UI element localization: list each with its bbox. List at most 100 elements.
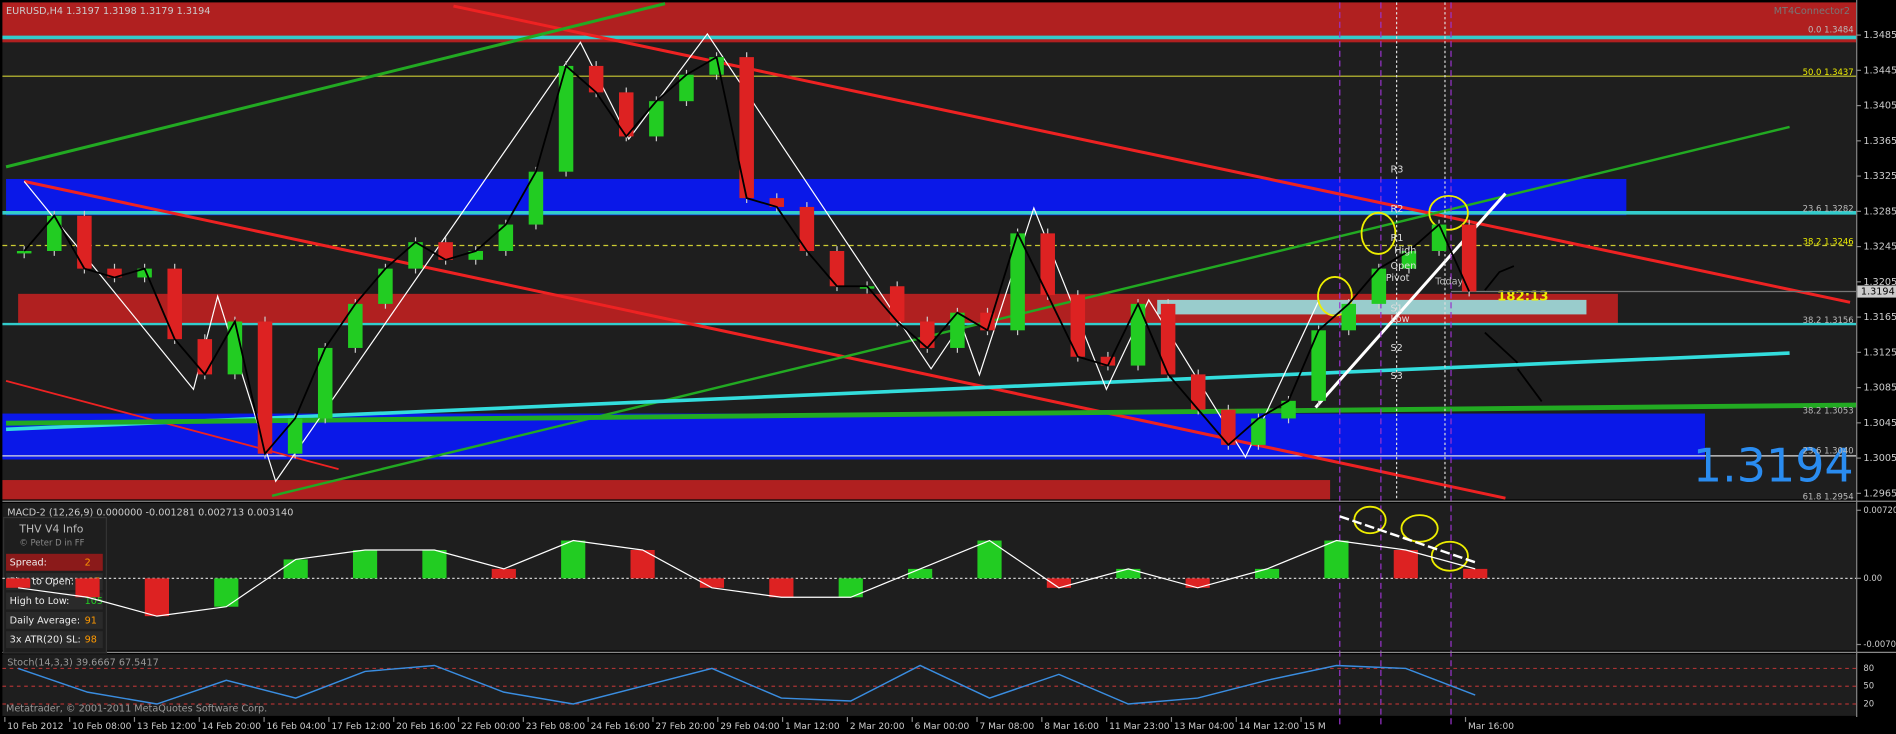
price-label: 1.3445 bbox=[1863, 65, 1896, 76]
highlight bbox=[1360, 211, 1397, 255]
price-label: 1.3325 bbox=[1863, 171, 1896, 182]
macd-bar bbox=[214, 578, 239, 607]
macd-bar bbox=[1046, 578, 1071, 588]
macd-bar bbox=[1185, 578, 1210, 588]
candle bbox=[77, 215, 92, 269]
candle bbox=[1160, 303, 1176, 375]
candle bbox=[769, 198, 785, 207]
candle bbox=[1401, 250, 1417, 269]
time-label: Mar 16:00 bbox=[1468, 722, 1514, 732]
macd-bar bbox=[838, 578, 863, 598]
highlight bbox=[1428, 194, 1469, 231]
today-label: Today bbox=[1434, 277, 1463, 288]
macd-bar bbox=[908, 568, 933, 579]
time-label: 24 Feb 16:00 bbox=[591, 722, 651, 732]
candle bbox=[47, 215, 62, 251]
time-label: 17 Feb 12:00 bbox=[331, 722, 391, 732]
time-label: 14 Mar 12:00 bbox=[1239, 722, 1300, 732]
candle bbox=[498, 224, 514, 251]
macd-bar bbox=[6, 578, 31, 588]
candle bbox=[1221, 409, 1236, 445]
time-label: 22 Feb 00:00 bbox=[461, 722, 521, 732]
arrow bbox=[1484, 331, 1519, 364]
macd-bar bbox=[144, 578, 169, 617]
candle bbox=[1190, 374, 1206, 410]
fib-label: 23.6 1.3282 bbox=[1803, 204, 1854, 214]
fib-label: 38.2 1.3053 bbox=[1803, 406, 1854, 416]
macd-bar bbox=[561, 540, 586, 579]
candle bbox=[649, 101, 664, 137]
pivot-label: High bbox=[1394, 245, 1416, 256]
candle bbox=[438, 242, 453, 260]
macd-axis-label: -0.00700 bbox=[1863, 639, 1896, 649]
symbol-title: EURUSD,H4 1.3197 1.3198 1.3179 1.3194 bbox=[6, 6, 210, 17]
candle bbox=[317, 347, 333, 419]
arrow bbox=[1516, 368, 1543, 403]
big-price: 1.3194 bbox=[1693, 439, 1854, 493]
price-label: 1.3045 bbox=[1863, 418, 1896, 429]
candle bbox=[167, 268, 182, 340]
trend-line bbox=[5, 351, 1790, 432]
price-label: 1.3485 bbox=[1863, 30, 1896, 41]
info-value: 105 bbox=[85, 596, 103, 607]
trend-line bbox=[5, 2, 666, 169]
pivot-label: R1 bbox=[1391, 233, 1404, 244]
stoch-axis-label: 80 bbox=[1863, 663, 1874, 673]
macd-bar bbox=[1116, 568, 1141, 579]
candle bbox=[1371, 268, 1387, 304]
info-label: Spread: bbox=[10, 557, 47, 568]
candle bbox=[137, 268, 152, 278]
time-label: 6 Mar 00:00 bbox=[915, 722, 970, 732]
moving-average bbox=[23, 55, 1470, 456]
candle bbox=[558, 65, 574, 172]
trend-line bbox=[271, 125, 1790, 497]
pivot-label: Open bbox=[1391, 261, 1417, 272]
candle bbox=[287, 418, 303, 454]
candle bbox=[920, 321, 935, 348]
price-label: 1.3285 bbox=[1863, 206, 1896, 217]
price-label: 1.2965 bbox=[1863, 488, 1896, 499]
arrow bbox=[1484, 265, 1515, 291]
fib-label: 50.0 1.3437 bbox=[1803, 67, 1854, 77]
fib-label: 0.0 1.3484 bbox=[1808, 25, 1854, 35]
info-row bbox=[6, 631, 103, 649]
candle bbox=[528, 171, 544, 225]
pivot-label: Pivot bbox=[1386, 273, 1410, 284]
fib-label: 38.2 1.3246 bbox=[1803, 236, 1854, 246]
highlight bbox=[1353, 505, 1387, 535]
info-label: High to Low: bbox=[10, 596, 70, 607]
pivot-label: R3 bbox=[1391, 164, 1404, 175]
current-price-box bbox=[1857, 285, 1896, 298]
candle bbox=[1130, 303, 1146, 366]
pivot-label: S3 bbox=[1391, 371, 1403, 382]
candle bbox=[1070, 295, 1086, 357]
candle bbox=[1251, 418, 1266, 445]
time-label: 11 Mar 23:00 bbox=[1109, 722, 1170, 732]
candle bbox=[468, 250, 483, 260]
trend-line bbox=[5, 380, 339, 471]
stoch-axis-label: 20 bbox=[1863, 698, 1874, 708]
info-row bbox=[6, 553, 103, 571]
price-label: 1.3085 bbox=[1863, 383, 1896, 394]
macd-bar bbox=[1463, 568, 1488, 579]
macd-bar bbox=[1254, 568, 1280, 579]
candle bbox=[257, 321, 273, 454]
macd-bar bbox=[422, 549, 447, 579]
pivot-label: S2 bbox=[1391, 343, 1403, 354]
candle bbox=[829, 250, 845, 287]
macd-bar bbox=[1393, 549, 1418, 579]
price-label: 1.3245 bbox=[1863, 242, 1896, 253]
price-label: 1.3165 bbox=[1863, 312, 1896, 323]
price-label: 1.3125 bbox=[1863, 347, 1896, 358]
macd-label: MACD-2 (12,26,9) 0.000000 -0.001281 0.00… bbox=[7, 508, 293, 519]
candle bbox=[1341, 303, 1356, 331]
info-row bbox=[6, 611, 103, 629]
trend-line bbox=[1339, 515, 1476, 564]
candle bbox=[1010, 233, 1025, 331]
fib-label: 61.8 1.2954 bbox=[1803, 491, 1854, 501]
highlight bbox=[1430, 540, 1469, 572]
time-label: 13 Feb 12:00 bbox=[137, 722, 197, 732]
time-label: 8 Mar 16:00 bbox=[1044, 722, 1099, 732]
highlight bbox=[1400, 514, 1439, 543]
time-label: 16 Feb 04:00 bbox=[267, 722, 327, 732]
